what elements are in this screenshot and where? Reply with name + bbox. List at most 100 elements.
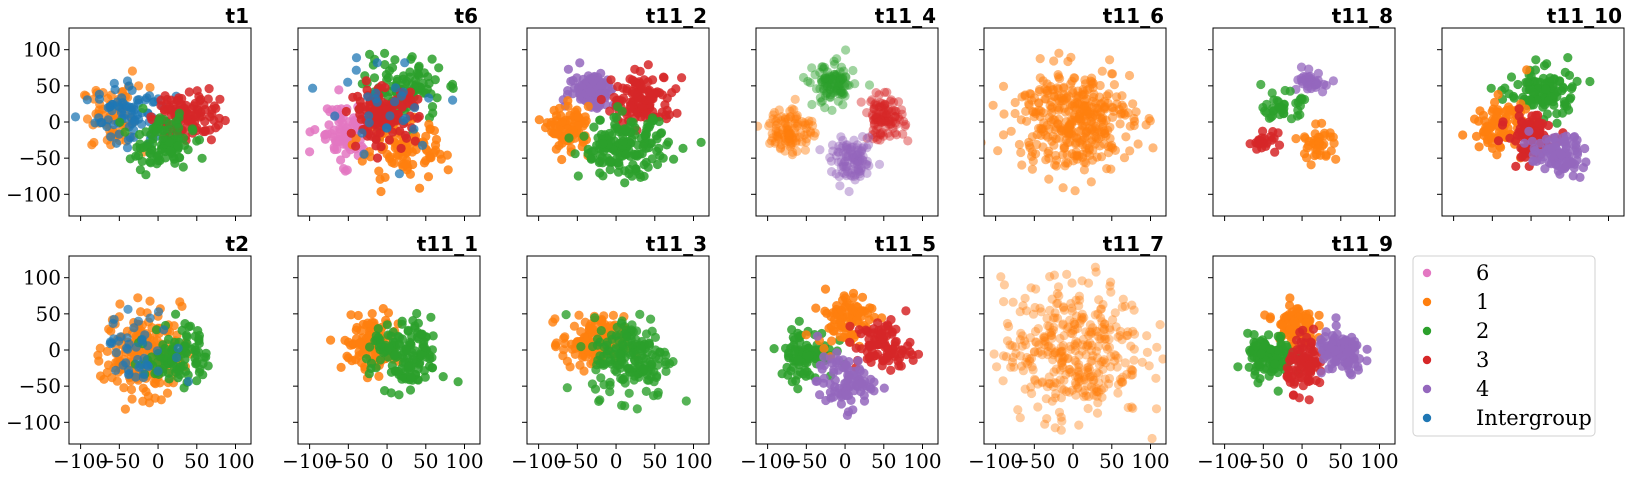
data-point	[574, 310, 584, 320]
data-point	[1084, 391, 1094, 402]
data-point	[888, 123, 898, 133]
data-point	[892, 130, 902, 140]
data-point	[864, 315, 874, 325]
data-point	[1063, 56, 1073, 67]
data-point	[371, 363, 381, 373]
data-point	[842, 140, 852, 151]
data-point	[875, 128, 886, 138]
data-point	[1086, 372, 1096, 382]
data-point	[384, 66, 395, 76]
data-point	[1120, 358, 1130, 368]
data-point	[573, 112, 584, 122]
data-point	[1046, 330, 1056, 340]
data-point	[1029, 347, 1039, 357]
data-point	[1279, 109, 1289, 119]
data-point	[841, 143, 852, 153]
data-point	[1020, 293, 1030, 303]
data-point	[1044, 321, 1055, 332]
data-point	[103, 360, 114, 370]
data-point	[838, 168, 848, 178]
data-point	[1123, 402, 1133, 413]
data-point	[1066, 328, 1076, 338]
data-point	[1031, 337, 1041, 347]
data-point	[774, 105, 784, 115]
data-point	[377, 81, 387, 91]
data-point	[1022, 359, 1033, 369]
data-point	[834, 171, 844, 182]
data-point	[646, 91, 656, 101]
data-point	[871, 88, 881, 98]
data-point	[827, 74, 837, 84]
data-point	[1066, 79, 1076, 89]
data-point	[800, 365, 810, 375]
data-point	[427, 54, 437, 64]
data-point	[869, 104, 879, 114]
data-point	[836, 162, 846, 172]
data-point	[1123, 327, 1133, 337]
data-point	[1478, 110, 1489, 120]
data-point	[830, 79, 840, 89]
data-point	[1074, 291, 1084, 301]
data-point	[1105, 281, 1115, 291]
data-point	[1027, 164, 1037, 174]
x-tick-label: 0	[839, 449, 852, 473]
data-point	[1104, 334, 1114, 344]
data-point	[382, 320, 392, 330]
data-point	[849, 158, 860, 168]
data-point	[858, 151, 868, 161]
data-point	[853, 164, 864, 174]
data-point	[852, 150, 862, 160]
data-point	[434, 63, 444, 73]
data-point	[1088, 375, 1098, 385]
data-point	[790, 94, 800, 104]
data-point	[638, 141, 648, 152]
data-point	[998, 81, 1009, 91]
data-point	[810, 128, 820, 138]
data-point	[1126, 370, 1136, 380]
data-point	[645, 357, 655, 367]
data-point	[1123, 330, 1133, 340]
data-point	[137, 156, 147, 166]
data-point	[1044, 341, 1054, 351]
data-point	[827, 82, 837, 92]
data-point	[1119, 153, 1130, 163]
data-point	[1117, 335, 1127, 345]
data-point	[1115, 119, 1125, 129]
data-point	[342, 351, 352, 361]
data-point	[866, 97, 876, 107]
data-point	[1297, 373, 1307, 383]
data-point	[414, 63, 424, 73]
data-point	[787, 131, 797, 141]
data-point	[1528, 156, 1538, 166]
data-point	[361, 354, 372, 364]
data-point	[1030, 302, 1040, 313]
data-point	[780, 146, 790, 156]
data-point	[1049, 270, 1059, 280]
panel-title: t11_7	[1103, 232, 1164, 256]
data-point	[1557, 108, 1568, 118]
data-point	[589, 122, 599, 132]
data-point	[1056, 412, 1066, 422]
data-point	[827, 71, 837, 82]
data-point	[329, 144, 340, 155]
data-point	[1533, 118, 1544, 128]
data-point	[1055, 375, 1065, 385]
data-point	[1040, 332, 1050, 342]
data-point	[1301, 318, 1311, 328]
data-point	[784, 134, 794, 144]
data-point	[1037, 377, 1047, 387]
data-point	[788, 134, 798, 144]
data-point	[380, 48, 390, 59]
data-point	[1099, 355, 1109, 365]
data-point	[850, 155, 860, 165]
data-point	[831, 86, 841, 96]
data-point	[1047, 333, 1057, 343]
data-point	[1506, 72, 1517, 82]
data-point	[359, 149, 369, 159]
data-point	[1542, 109, 1552, 119]
data-point	[1075, 318, 1085, 328]
x-tick-label: 100	[216, 449, 254, 473]
data-point	[790, 118, 801, 128]
data-point	[1049, 91, 1059, 101]
data-point	[178, 162, 188, 172]
